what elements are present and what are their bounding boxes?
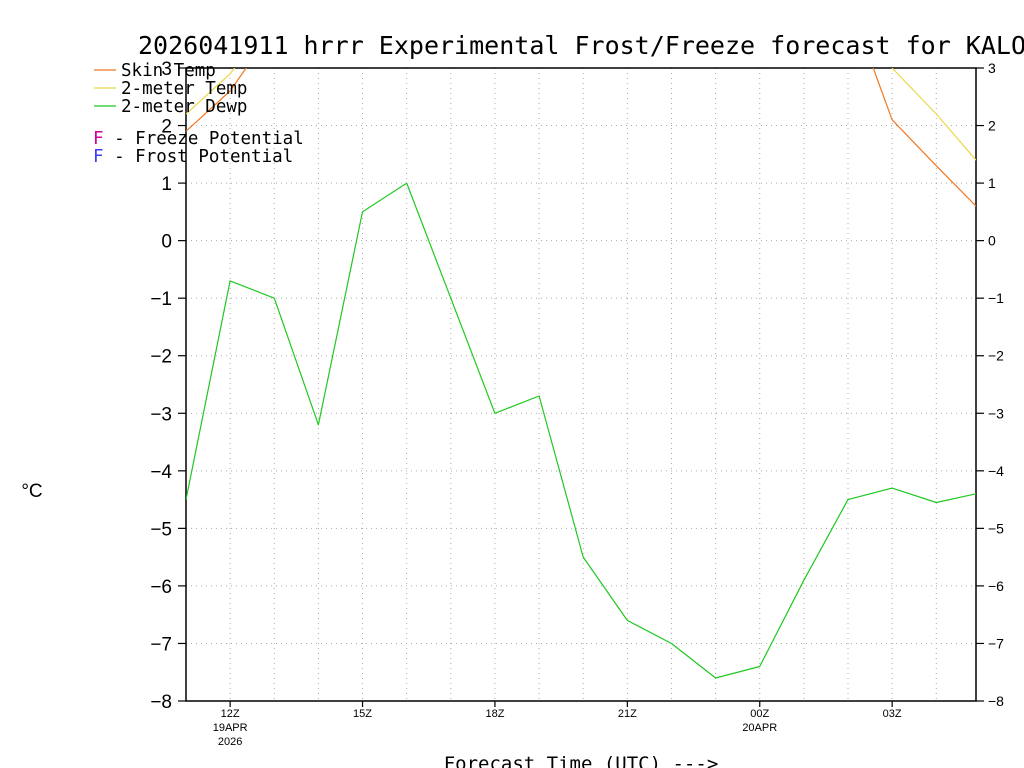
grid-lines [186,67,976,702]
legend-label: 2-meter Temp [121,79,247,99]
y-tick-label-right: −4 [988,463,1004,479]
y-tick-label-right: −2 [988,348,1004,364]
y-tick-label: −5 [150,519,172,540]
chart-title: 2026041911 hrrr Experimental Frost/Freez… [138,31,1024,60]
y-tick-label: 0 [161,232,172,253]
series-line-2-meter-dewp [186,182,976,679]
legend-label: 2-meter Dewp [121,97,247,117]
y-axis-label: °C [21,481,42,502]
x-tick-label: 03Z [883,708,902,720]
x-axis-label: Forecast Time (UTC) ---> [444,753,719,768]
x-tick-label: 12Z [221,708,240,720]
x-tick-label: 2026 [218,736,242,748]
y-tick-label: −8 [150,692,172,713]
y-tick-label-right: −1 [988,290,1004,306]
y-tick-label-right: 2 [988,118,996,134]
right-axis-ticks: 3 2 1 0 −1 −2 −3 −4 −5 −6 −7 −8 [976,60,1004,709]
x-axis-ticks: 12Z 19APR 2026 15Z 18Z 21Z 00Z 20APR 03Z [213,701,902,748]
x-tick-label: 00Z [750,708,769,720]
potential-legend-text: - Freeze Potential [104,129,304,149]
plot-frame [185,67,977,702]
y-tick-label: −6 [150,577,172,598]
y-tick-label-right: −5 [988,520,1004,536]
y-tick-label: 2 [161,117,172,138]
y-tick-label: −2 [150,347,172,368]
potential-legend-item: F - Frost Potential [93,147,293,167]
x-tick-label: 19APR [213,722,248,734]
y-tick-label: −7 [150,634,172,655]
y-tick-label-right: 1 [988,175,996,191]
series-line-skin-temp [186,68,976,207]
y-tick-label-right: 3 [988,60,996,76]
y-tick-label-right: −3 [988,405,1004,421]
y-tick-label: 1 [161,174,172,195]
y-tick-label-right: −8 [988,693,1004,709]
series-line-2-meter-temp [186,68,976,161]
potential-legend-item: F - Freeze Potential [93,129,304,149]
y-tick-label: −3 [150,404,172,425]
x-tick-label: 18Z [485,708,504,720]
y-tick-label-right: 0 [988,233,996,249]
potential-legend-text: - Frost Potential [104,147,294,167]
potential-legend-letter: F [93,129,104,149]
y-tick-label: −4 [150,462,172,483]
y-tick-label: 3 [161,59,172,80]
y-tick-label-right: −7 [988,635,1004,651]
potential-legend-letter: F [93,147,104,167]
y-tick-label-right: −6 [988,578,1004,594]
data-series [186,68,976,679]
x-tick-label: 21Z [618,708,637,720]
x-tick-label: 15Z [353,708,372,720]
legend-label: Skin Temp [121,61,216,81]
x-tick-label: 20APR [742,722,777,734]
left-axis-ticks: 3 2 1 0 −1 −2 −3 −4 −5 −6 −7 −8 [150,59,186,713]
y-tick-label: −1 [150,289,172,310]
